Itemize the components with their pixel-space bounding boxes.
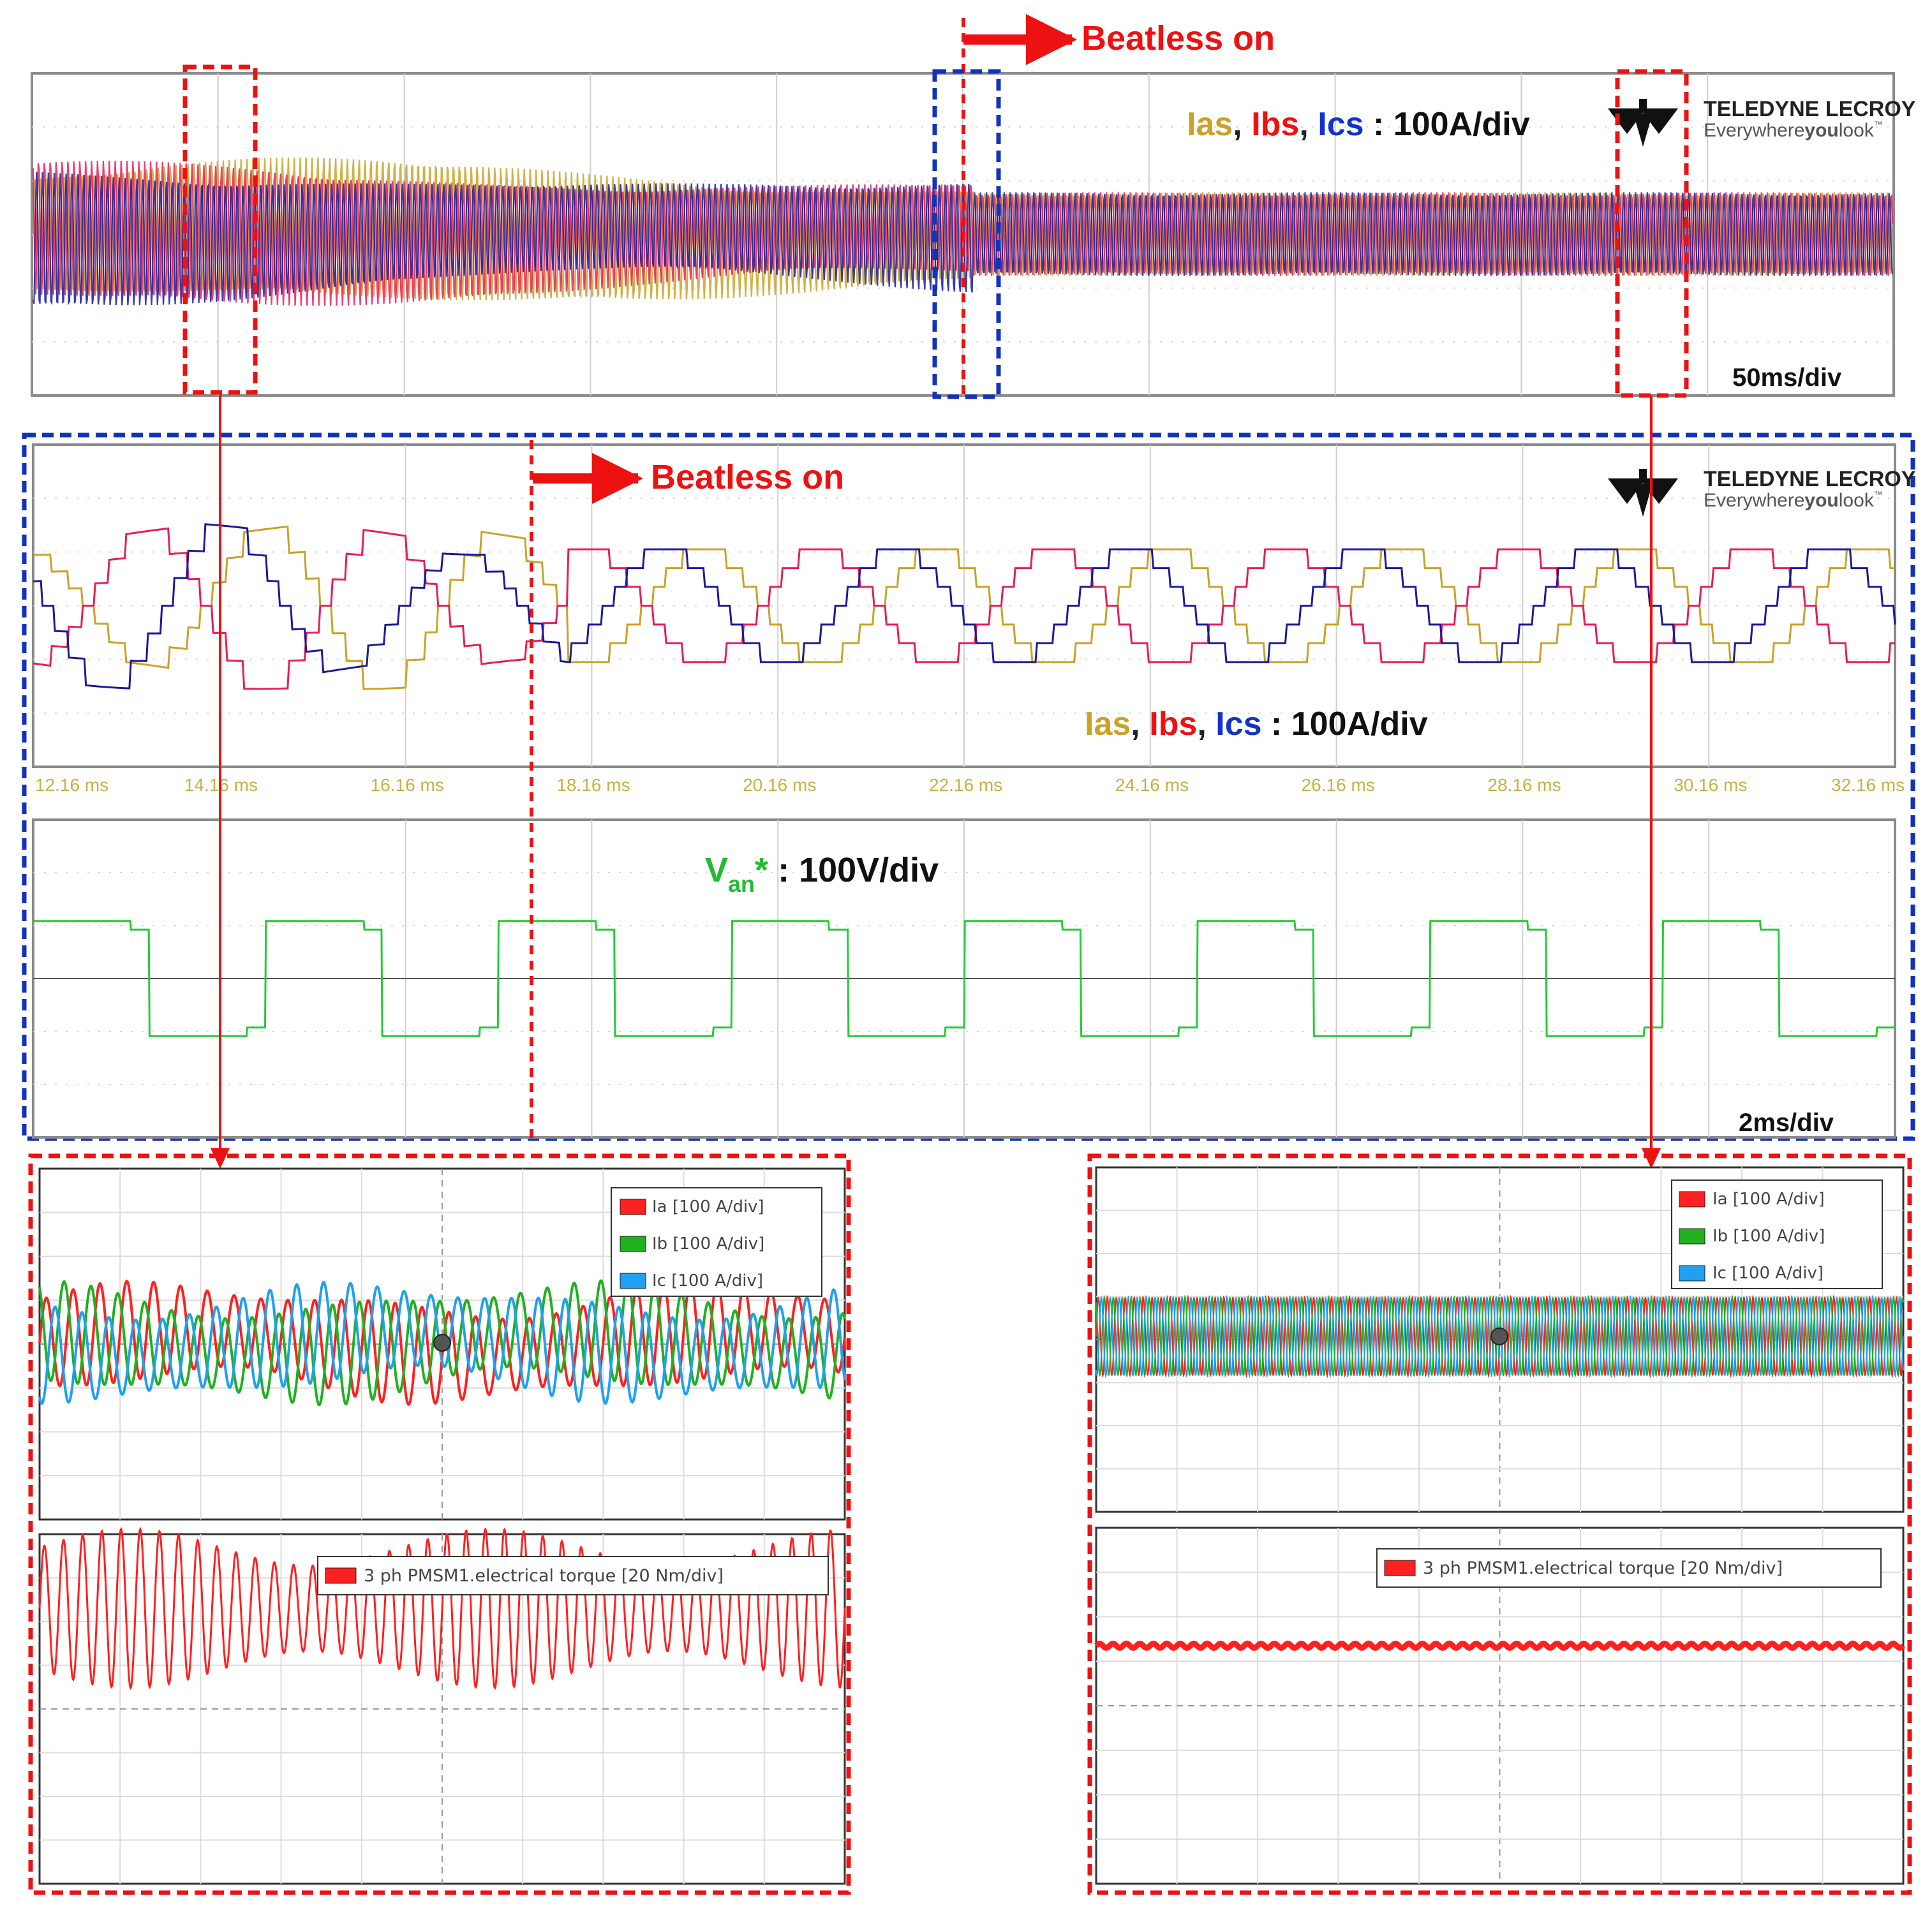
sim-torque-trace bbox=[38, 1527, 846, 1690]
legend-torque: 3 ph PMSM1.electrical torque [20 Nm/div] bbox=[1423, 1558, 1783, 1578]
legend-swatch-ia bbox=[620, 1199, 646, 1215]
sim-left-torque-legend: 3 ph PMSM1.electrical torque [20 Nm/div] bbox=[317, 1556, 829, 1595]
sim-right-outer-box bbox=[1087, 1153, 1912, 1895]
time-tick-label: 32.16 ms bbox=[1831, 775, 1905, 795]
time-tick-label: 12.16 ms bbox=[35, 775, 108, 795]
legend-swatch-ia bbox=[1679, 1191, 1705, 1208]
sim-cursor-dot bbox=[433, 1334, 451, 1352]
legend-swatch-torque bbox=[1384, 1560, 1416, 1576]
sim-left-torque: 3 ph PMSM1.electrical torque [20 Nm/div] bbox=[38, 1527, 846, 1885]
sim-trace-ic bbox=[1095, 1294, 1905, 1379]
scope-mid-trace-ias bbox=[33, 525, 1895, 690]
legend-ia: Ia [100 A/div] bbox=[652, 1197, 764, 1216]
time-tick-label: 30.16 ms bbox=[1674, 775, 1747, 795]
zoom-region-blue-frame bbox=[22, 433, 1915, 1141]
legend-torque: 3 ph PMSM1.electrical torque [20 Nm/div] bbox=[364, 1566, 724, 1586]
time-tick-label: 16.16 ms bbox=[371, 775, 444, 795]
sim-right-torque-legend: 3 ph PMSM1.electrical torque [20 Nm/div] bbox=[1376, 1548, 1882, 1588]
time-tick-label: 22.16 ms bbox=[929, 775, 1002, 795]
connector-left bbox=[211, 392, 230, 1169]
time-tick-label: 20.16 ms bbox=[743, 775, 816, 795]
time-tick-label: 18.16 ms bbox=[556, 775, 630, 795]
scope-mid-current-label: Ias, Ibs, Ics : 100A/div bbox=[1085, 706, 1428, 743]
legend-ib: Ib [100 A/div] bbox=[1713, 1227, 1825, 1246]
time-tick-label: 26.16 ms bbox=[1302, 775, 1375, 795]
teledyne-logo-icon bbox=[1608, 469, 1678, 517]
sim-left-outer-box bbox=[28, 1153, 851, 1895]
brand-name: TELEDYNE LECROY bbox=[1704, 467, 1916, 491]
teledyne-logo-icon bbox=[1608, 99, 1678, 147]
sim-trace-ib bbox=[38, 1279, 846, 1407]
scope-top-current-label: Ias, Ibs, Ics : 100A/div bbox=[1187, 106, 1530, 143]
scope-mid-waveforms bbox=[33, 523, 1896, 690]
scope-mid-trace-ics bbox=[33, 523, 1896, 690]
scope-top: TELEDYNE LECROY Everywhereyoulook™ Ias, … bbox=[31, 72, 1916, 397]
beatless-annotation-mid: Beatless on bbox=[533, 453, 844, 504]
zoom-box-blue bbox=[932, 69, 1001, 399]
scope-mid-current: TELEDYNE LECROY Everywhereyoulook™ Ias, … bbox=[32, 443, 1916, 795]
legend-swatch-ib bbox=[1679, 1228, 1705, 1245]
sim-torque-trace bbox=[1094, 1640, 1906, 1651]
legend-swatch-ic bbox=[1679, 1265, 1705, 1282]
legend-swatch-ic bbox=[620, 1273, 646, 1289]
scope-mid-trace-ibs bbox=[33, 527, 1895, 690]
scope-volt-waveform bbox=[33, 920, 1895, 1037]
sim-right-torque: 3 ph PMSM1.electrical torque [20 Nm/div] bbox=[1094, 1527, 1906, 1885]
sim-right-torque-waveform bbox=[1094, 1640, 1906, 1651]
teledyne-logo-top: TELEDYNE LECROY Everywhereyoulook™ bbox=[1608, 97, 1916, 147]
scope-volt-label: Van* : 100V/div bbox=[705, 851, 939, 897]
sim-trace-ic bbox=[38, 1281, 846, 1405]
sim-left-current-waveforms bbox=[38, 1279, 846, 1407]
scope-volt-timebase: 2ms/div bbox=[1739, 1109, 1834, 1137]
beatless-annotation-top: Beatless on bbox=[962, 14, 1275, 396]
sim-right-legend: Ia [100 A/div] Ib [100 A/div] Ic [100 A/… bbox=[1671, 1179, 1883, 1289]
scope-mid-time-axis: 12.16 ms 14.16 ms 16.16 ms 18.16 ms 20.16 ms… bbox=[35, 775, 1905, 795]
brand-tagline: Everywhereyoulook™ bbox=[1704, 489, 1883, 511]
beatless-label-mid: Beatless on bbox=[651, 458, 844, 496]
connector-right bbox=[1642, 396, 1661, 1169]
scope-top-trace-ics bbox=[32, 172, 1894, 306]
scope-volt-trace-van bbox=[33, 920, 1895, 1037]
beatless-label-top: Beatless on bbox=[1081, 19, 1275, 57]
brand-tagline: Everywhereyoulook™ bbox=[1704, 119, 1883, 141]
legend-swatch-torque bbox=[325, 1567, 357, 1584]
sim-left-torque-waveform bbox=[38, 1527, 846, 1690]
sim-right-current: Ia [100 A/div] Ib [100 A/div] Ic [100 A/… bbox=[1095, 1166, 1905, 1513]
legend-ic: Ic [100 A/div] bbox=[1713, 1264, 1824, 1283]
brand-name: TELEDYNE LECROY bbox=[1704, 97, 1916, 121]
time-tick-label: 28.16 ms bbox=[1487, 775, 1561, 795]
legend-ic: Ic [100 A/div] bbox=[652, 1271, 763, 1290]
sim-left-current: Ia [100 A/div] Ib [100 A/div] Ic [100 A/… bbox=[38, 1167, 846, 1521]
scope-volt: Van* : 100V/div 2ms/div bbox=[32, 818, 1896, 1139]
legend-ib: Ib [100 A/div] bbox=[652, 1234, 764, 1253]
time-tick-label: 24.16 ms bbox=[1115, 775, 1189, 795]
teledyne-logo-mid: TELEDYNE LECROY Everywhereyoulook™ bbox=[1608, 467, 1916, 517]
sim-trace-ib bbox=[1095, 1294, 1905, 1379]
legend-ia: Ia [100 A/div] bbox=[1713, 1190, 1825, 1209]
scope-top-timebase: 50ms/div bbox=[1732, 364, 1842, 392]
legend-swatch-ib bbox=[620, 1236, 646, 1252]
sim-left-legend: Ia [100 A/div] Ib [100 A/div] Ic [100 A/… bbox=[611, 1187, 822, 1297]
sim-cursor-dot bbox=[1490, 1327, 1508, 1345]
